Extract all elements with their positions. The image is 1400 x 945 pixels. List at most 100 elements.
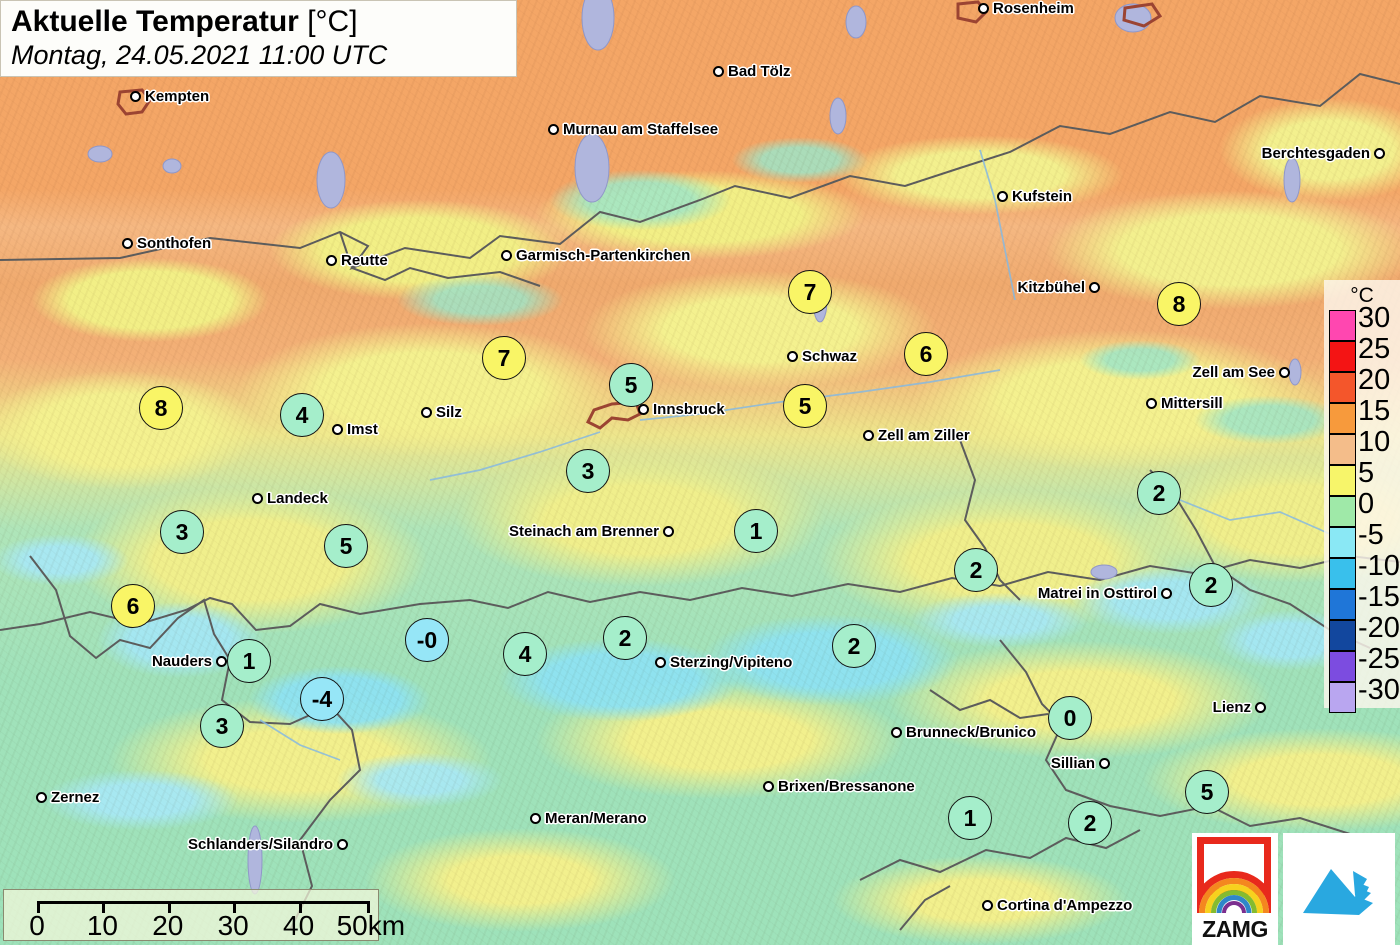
place-label: Sterzing/Vipiteno <box>655 655 792 670</box>
place-name: Schlanders/Silandro <box>187 836 333 853</box>
legend-color-swatch <box>1329 589 1356 620</box>
place-label: Zell am Ziller <box>863 428 970 443</box>
place-label: Imst <box>332 422 378 437</box>
station-temperature-marker[interactable]: 5 <box>609 363 653 407</box>
station-temperature-marker[interactable]: 8 <box>139 386 183 430</box>
place-marker-icon <box>337 839 348 850</box>
place-name: Rosenheim <box>993 0 1074 17</box>
legend-color-swatch <box>1329 372 1356 403</box>
legend-row: 5 <box>1329 458 1395 496</box>
place-marker-icon <box>787 351 798 362</box>
station-temperature-marker[interactable]: 1 <box>948 796 992 840</box>
place-marker-icon <box>1146 398 1157 409</box>
station-temperature-marker[interactable]: 5 <box>1185 770 1229 814</box>
station-temperature-value: 5 <box>624 371 638 398</box>
place-label: Berchtesgaden <box>1262 146 1385 161</box>
legend-row: -30 <box>1329 675 1400 713</box>
station-temperature-marker[interactable]: 4 <box>280 393 324 437</box>
country-borders <box>0 72 1400 931</box>
place-label: Innsbruck <box>638 402 725 417</box>
place-marker-icon <box>997 191 1008 202</box>
place-label: Bad Tölz <box>713 64 791 79</box>
station-temperature-value: 6 <box>126 592 140 619</box>
legend-row: -10 <box>1329 551 1400 589</box>
temperature-legend: °C 30 25 20 15 10 5 0 -5 -10 -15 -20 -25 -30 <box>1324 280 1400 713</box>
station-temperature-value: -4 <box>311 685 333 712</box>
station-temperature-value: 2 <box>618 624 632 651</box>
legend-row: -25 <box>1329 644 1400 682</box>
place-label: Kufstein <box>997 189 1072 204</box>
station-temperature-marker[interactable]: 1 <box>227 639 271 683</box>
station-temperature-value: 5 <box>798 392 812 419</box>
place-label: Landeck <box>252 491 328 506</box>
place-marker-icon <box>1255 702 1266 713</box>
place-marker-icon <box>1161 588 1172 599</box>
station-temperature-marker[interactable]: 6 <box>111 584 155 628</box>
station-temperature-marker[interactable]: 6 <box>904 332 948 376</box>
station-temperature-marker[interactable]: 2 <box>603 616 647 660</box>
station-temperature-marker[interactable]: 8 <box>1157 282 1201 326</box>
legend-tick-label: 0 <box>1358 488 1375 520</box>
scalebar-tick <box>102 904 106 913</box>
mountain-arrow-icon <box>1303 869 1373 915</box>
station-temperature-marker[interactable]: 7 <box>788 270 832 314</box>
place-label: Schwaz <box>787 349 857 364</box>
station-temperature-value: 5 <box>1200 778 1214 805</box>
scalebar-tick <box>233 904 237 913</box>
station-temperature-value: 3 <box>175 518 189 545</box>
station-temperature-marker[interactable]: 3 <box>200 704 244 748</box>
station-temperature-marker[interactable]: 2 <box>832 624 876 668</box>
legend-row: -20 <box>1329 613 1400 651</box>
place-marker-icon <box>1099 758 1110 769</box>
station-temperature-marker[interactable]: 2 <box>954 548 998 592</box>
place-label: Matrei in Osttirol <box>1038 586 1172 601</box>
station-temperature-marker[interactable]: 3 <box>160 510 204 554</box>
station-temperature-marker[interactable]: 1 <box>734 509 778 553</box>
place-marker-icon <box>655 657 666 668</box>
place-label: Schlanders/Silandro <box>188 837 348 852</box>
scalebar-tick <box>167 904 171 913</box>
zamg-rainbow-icon <box>1197 855 1271 913</box>
legend-color-swatch <box>1329 465 1356 496</box>
place-marker-icon <box>548 124 559 135</box>
station-temperature-marker[interactable]: 2 <box>1189 563 1233 607</box>
place-name: Reutte <box>341 252 388 269</box>
place-marker-icon <box>252 493 263 504</box>
place-marker-icon <box>122 238 133 249</box>
station-temperature-marker[interactable]: 2 <box>1068 801 1112 845</box>
place-name: Cortina d'Ampezzo <box>997 897 1133 914</box>
station-temperature-value: 1 <box>242 647 256 674</box>
station-temperature-value: 8 <box>154 394 168 421</box>
legend-color-swatch <box>1329 434 1356 465</box>
station-temperature-marker[interactable]: 0 <box>1048 696 1092 740</box>
station-temperature-marker[interactable]: 3 <box>566 449 610 493</box>
station-temperature-marker[interactable]: 4 <box>503 632 547 676</box>
place-label: Zernez <box>36 790 99 805</box>
legend-tick-label: -25 <box>1358 643 1400 675</box>
place-name: Sonthofen <box>137 235 212 252</box>
station-temperature-marker[interactable]: 5 <box>783 384 827 428</box>
place-marker-icon <box>978 3 989 14</box>
legend-tick-label: -15 <box>1358 581 1400 613</box>
station-temperature-marker[interactable]: 2 <box>1137 471 1181 515</box>
place-name: Zell am Ziller <box>878 427 970 444</box>
station-temperature-marker[interactable]: 5 <box>324 524 368 568</box>
place-name: Garmisch-Partenkirchen <box>516 247 691 264</box>
station-temperature-marker[interactable]: -0 <box>405 618 449 662</box>
legend-row: 15 <box>1329 396 1395 434</box>
place-name: Schwaz <box>802 348 858 365</box>
place-label: Garmisch-Partenkirchen <box>501 248 690 263</box>
legend-row: 0 <box>1329 489 1395 527</box>
station-temperature-marker[interactable]: 7 <box>482 336 526 380</box>
station-temperature-value: 2 <box>1152 479 1166 506</box>
place-name: Sillian <box>1050 755 1095 772</box>
place-marker-icon <box>36 792 47 803</box>
place-label: Sillian <box>1051 756 1110 771</box>
station-temperature-value: 2 <box>1204 571 1218 598</box>
place-label: Reutte <box>326 253 388 268</box>
place-name: Kitzbühel <box>1017 279 1086 296</box>
station-temperature-marker[interactable]: -4 <box>300 677 344 721</box>
place-name: Landeck <box>267 490 328 507</box>
place-marker-icon <box>982 900 993 911</box>
